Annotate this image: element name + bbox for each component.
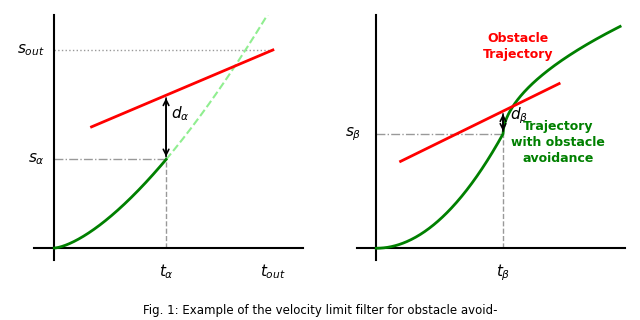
- Text: Obstacle
Trajectory: Obstacle Trajectory: [483, 32, 553, 61]
- Text: $t_\beta$: $t_\beta$: [496, 262, 510, 283]
- Text: $d_\beta$: $d_\beta$: [510, 105, 529, 126]
- Text: Trajectory
with obstacle
avoidance: Trajectory with obstacle avoidance: [511, 120, 605, 165]
- Text: Fig. 1: Example of the velocity limit filter for obstacle avoid-: Fig. 1: Example of the velocity limit fi…: [143, 304, 497, 317]
- Text: $t_{out}$: $t_{out}$: [260, 262, 286, 281]
- Text: $d_\alpha$: $d_\alpha$: [171, 104, 189, 123]
- Text: $t_\alpha$: $t_\alpha$: [159, 262, 173, 281]
- Text: $s_{out}$: $s_{out}$: [17, 42, 44, 58]
- Text: $s_\beta$: $s_\beta$: [345, 125, 362, 143]
- Text: $s_\alpha$: $s_\alpha$: [28, 152, 44, 167]
